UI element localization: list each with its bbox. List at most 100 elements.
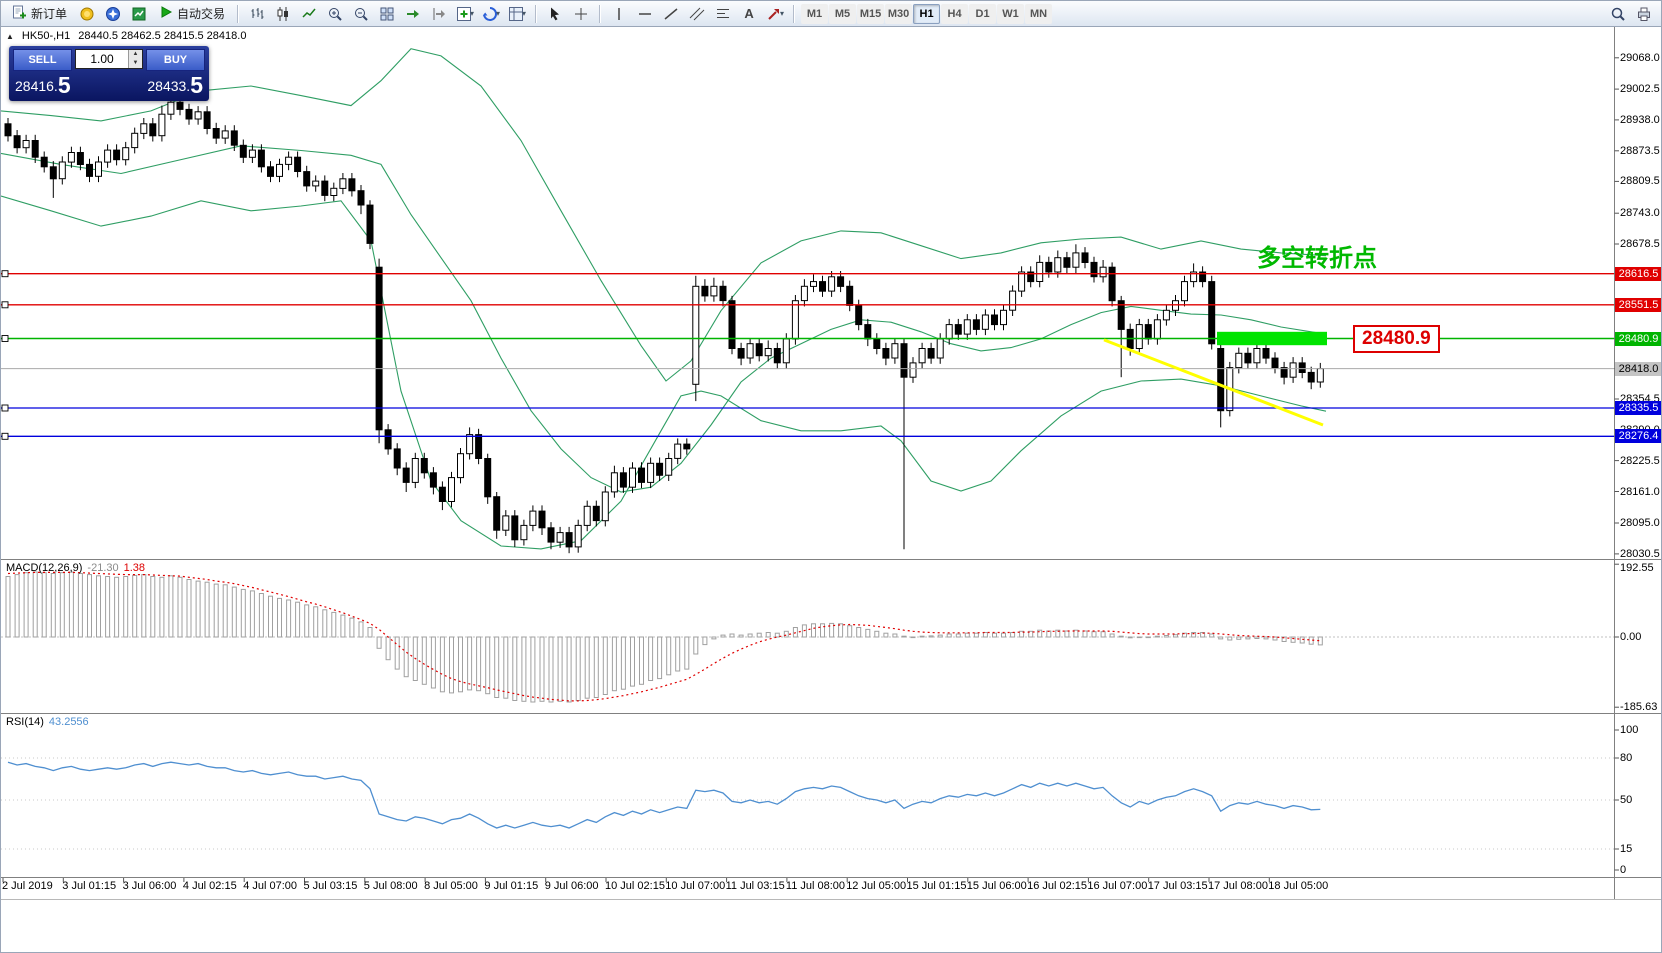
- timeframe-H4[interactable]: H4: [941, 3, 969, 24]
- time-axis-label: 9 Jul 01:15: [484, 880, 539, 892]
- rsi-value: 43.2556: [48, 716, 89, 728]
- time-axis-label: 18 Jul 05:00: [1268, 880, 1329, 892]
- buy-price-main: 28433.: [147, 78, 191, 94]
- templates-icon[interactable]: ▾: [505, 3, 529, 25]
- time-axis-label: 11 Jul 03:15: [725, 880, 785, 892]
- price-axis-label: 28678.5: [1620, 238, 1660, 250]
- timeframe-MN[interactable]: MN: [1025, 3, 1053, 24]
- volume-down-icon[interactable]: ▼: [129, 59, 142, 68]
- rsi-axis-label: 100: [1620, 724, 1639, 736]
- autotrading-play-icon: [159, 5, 173, 22]
- new-order-label: 新订单: [31, 7, 68, 21]
- new-order-icon: [12, 5, 27, 23]
- time-axis-label: 3 Jul 06:00: [122, 880, 177, 892]
- timeframe-M15[interactable]: M15: [857, 3, 885, 24]
- price-badge: 28335.5: [1615, 401, 1661, 415]
- sell-button[interactable]: SELL: [13, 49, 72, 71]
- indicators-icon[interactable]: ▾: [453, 3, 477, 25]
- vertical-line-tool-icon[interactable]: [607, 3, 631, 25]
- price-axis-label: 28873.5: [1620, 144, 1660, 157]
- periods-caret-icon: ▾: [496, 9, 501, 18]
- main-toolbar: 新订单 自动交易 ▾ ▾ ▾ A ▾ M1 M5 M15 M30 H1 H4 D1 W1 M: [1, 1, 1661, 27]
- rsi-axis-label: 50: [1620, 794, 1633, 806]
- price-axis[interactable]: 29068.0 29002.5 28938.0 28873.5 28809.5 28743…: [1615, 27, 1661, 899]
- timeframe-M1[interactable]: M1: [801, 3, 829, 24]
- horizontal-line-tool-icon[interactable]: [633, 3, 657, 25]
- macd-signal-value: 1.38: [123, 562, 146, 574]
- fibonacci-tool-icon[interactable]: [711, 3, 735, 25]
- volume-stepper[interactable]: 1.00 ▲ ▼: [75, 49, 143, 69]
- time-axis-label: 16 Jul 07:00: [1087, 880, 1148, 892]
- volume-up-icon[interactable]: ▲: [129, 50, 142, 59]
- buy-price-pip: 5: [190, 72, 203, 98]
- new-order-button[interactable]: 新订单: [6, 3, 73, 25]
- time-axis-label: 15 Jul 01:15: [906, 880, 967, 892]
- channel-tool-icon[interactable]: [685, 3, 709, 25]
- chart-shift-icon[interactable]: [427, 3, 451, 25]
- arrows-caret-icon: ▾: [780, 9, 785, 18]
- trendline-tool-icon[interactable]: [659, 3, 683, 25]
- market-watch-icon[interactable]: [75, 3, 99, 25]
- price-badge: 28418.0: [1615, 361, 1661, 376]
- time-axis-label: 10 Jul 02:15: [605, 880, 665, 892]
- time-axis-label: 3 Jul 01:15: [62, 880, 117, 892]
- auto-scroll-icon[interactable]: [401, 3, 425, 25]
- time-axis[interactable]: 2 Jul 2019 3 Jul 01:15 3 Jul 06:00 4 Jul 02…: [1, 880, 1614, 898]
- ohlc-values: 28440.5 28462.5 28415.5 28418.0: [78, 30, 247, 42]
- volume-value[interactable]: 1.00: [90, 52, 114, 66]
- timeframe-W1[interactable]: W1: [997, 3, 1025, 24]
- navigator-window-icon[interactable]: [101, 3, 125, 25]
- rsi-axis-label: 0: [1620, 864, 1627, 876]
- tile-windows-icon[interactable]: [375, 3, 399, 25]
- bollinger-band: [1, 195, 1327, 550]
- time-axis-label: 10 Jul 07:00: [665, 880, 726, 892]
- zoom-out-icon[interactable]: [349, 3, 373, 25]
- rsi-name: RSI(14): [6, 716, 44, 728]
- crosshair-icon[interactable]: [569, 3, 593, 25]
- highlight-rectangle: [1217, 331, 1327, 346]
- sell-price: 28416. 5: [15, 74, 71, 97]
- volume-spin-buttons[interactable]: ▲ ▼: [128, 50, 142, 68]
- price-badge: 28551.5: [1615, 297, 1661, 312]
- time-axis-label: 5 Jul 08:00: [363, 880, 418, 892]
- bar-chart-icon[interactable]: [245, 3, 269, 25]
- macd-axis-label: 192.55: [1620, 562, 1654, 574]
- bollinger-band: [1, 145, 1327, 493]
- line-chart-icon[interactable]: [297, 3, 321, 25]
- print-icon[interactable]: [1632, 3, 1656, 25]
- auto-trading-button[interactable]: 自动交易: [153, 3, 231, 25]
- time-axis-label: 16 Jul 02:15: [1027, 880, 1088, 892]
- one-click-panel-toggle[interactable]: ▲: [6, 31, 14, 41]
- bollinger-band: [1, 48, 1327, 382]
- annotation-text[interactable]: 多空转折点: [1257, 245, 1377, 272]
- macd-axis-label: -185.63: [1620, 701, 1658, 714]
- price-axis-label: 28938.0: [1620, 113, 1660, 126]
- cursor-icon[interactable]: [543, 3, 567, 25]
- price-axis-label: 29002.5: [1620, 83, 1660, 96]
- timeframe-M5[interactable]: M5: [829, 3, 857, 24]
- price-callout[interactable]: 28480.9: [1353, 325, 1440, 353]
- candlestick-chart-icon[interactable]: [271, 3, 295, 25]
- one-click-trading-panel: SELL 1.00 ▲ ▼ BUY 28416. 5 28433. 5: [9, 46, 209, 101]
- text-tool-icon[interactable]: A: [744, 6, 754, 21]
- buy-price: 28433. 5: [147, 72, 203, 98]
- arrows-tool-icon[interactable]: ▾: [763, 3, 787, 25]
- buy-button[interactable]: BUY: [146, 49, 205, 71]
- terminal-window-icon[interactable]: [127, 3, 151, 25]
- timeframe-H1[interactable]: H1: [913, 3, 941, 24]
- macd-main-value: -21.30: [87, 562, 119, 574]
- chart-title: ▲ HK50-,H1 28440.5 28462.5 28415.5 28418…: [6, 30, 246, 42]
- time-axis-label: 4 Jul 07:00: [243, 880, 298, 892]
- timeframe-M30[interactable]: M30: [885, 3, 913, 24]
- time-axis-label: 9 Jul 06:00: [544, 880, 599, 892]
- timeframe-D1[interactable]: D1: [969, 3, 997, 24]
- time-axis-label: 2 Jul 2019: [2, 880, 53, 892]
- search-icon[interactable]: [1606, 3, 1630, 25]
- periods-icon[interactable]: ▾: [479, 3, 503, 25]
- zoom-in-icon[interactable]: [323, 3, 347, 25]
- toolbar-separator: [535, 4, 538, 23]
- toolbar-separator: [237, 4, 240, 23]
- price-axis-label: 28225.5: [1620, 454, 1660, 467]
